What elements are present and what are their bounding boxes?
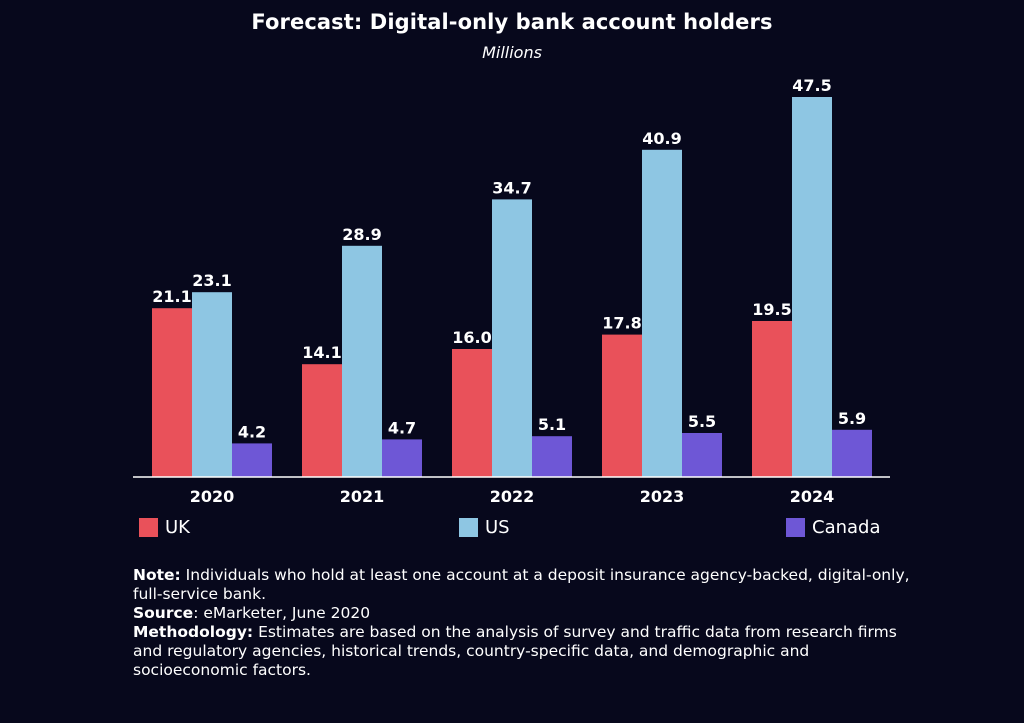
- bar-us-2021: [342, 245, 382, 477]
- source-line: Source: eMarketer, June 2020: [133, 604, 913, 623]
- bar-canada-2024: [832, 429, 872, 477]
- source-label: Source: [133, 604, 194, 622]
- methodology-text: Estimates are based on the analysis of s…: [133, 623, 897, 679]
- bar-us-2024: [792, 97, 832, 477]
- bar-uk-2024: [752, 321, 792, 477]
- legend-item-us: US: [459, 515, 510, 539]
- note-line: Note: Individuals who hold at least one …: [133, 566, 913, 604]
- legend-label-uk: UK: [165, 516, 190, 538]
- bar-chart: 21.123.1 4.2 2020 14.1 28.9 4.7 2021 16.0 34.7 5.…: [133, 76, 890, 506]
- data-label-uk-2020: 21.1: [152, 287, 191, 306]
- note-label: Note:: [133, 566, 181, 584]
- data-label-uk-2021: 14.1: [302, 343, 341, 362]
- x-tick-label-2023: 2023: [640, 487, 685, 506]
- x-tick-label-2021: 2021: [340, 487, 385, 506]
- chart-notes: Note: Individuals who hold at least one …: [133, 566, 913, 680]
- note-text: Individuals who hold at least one accoun…: [133, 566, 910, 603]
- legend-item-uk: UK: [139, 515, 190, 539]
- chart-title: Forecast: Digital-only bank account hold…: [251, 10, 773, 34]
- bar-us-2023: [642, 149, 682, 478]
- bar-us-2020: [192, 292, 232, 477]
- chart-subtitle: Millions: [482, 43, 542, 62]
- data-label-uk-2023: 17.8: [602, 314, 641, 333]
- bar-canada-2020: [232, 443, 272, 477]
- data-label-us-2024: 47.5: [792, 76, 831, 95]
- data-label-us-2021: 28.9: [342, 225, 381, 244]
- legend-label-us: US: [485, 516, 510, 538]
- bar-us-2022: [492, 199, 532, 477]
- legend-swatch-canada: [786, 517, 805, 537]
- bar-uk-2021: [302, 364, 342, 477]
- data-label-us-2022: 34.7: [492, 178, 531, 197]
- data-label-uk-2024: 19.5: [752, 300, 791, 319]
- data-label-canada-2022: 5.1: [538, 415, 566, 434]
- bar-uk-2023: [602, 334, 642, 477]
- bar-uk-2020: [152, 308, 192, 477]
- methodology-line: Methodology: Estimates are based on the …: [133, 623, 913, 680]
- x-tick-label-2024: 2024: [790, 487, 835, 506]
- bar-canada-2023: [682, 433, 722, 477]
- x-tick-label-2022: 2022: [490, 487, 535, 506]
- legend-swatch-us: [459, 517, 478, 537]
- legend-label-canada: Canada: [812, 516, 881, 538]
- data-label-canada-2021: 4.7: [388, 418, 416, 437]
- data-label-us-2020: 23.1: [192, 271, 231, 290]
- bar-canada-2021: [382, 439, 422, 477]
- data-label-canada-2023: 5.5: [688, 412, 716, 431]
- bar-uk-2022: [452, 349, 492, 477]
- data-label-canada-2020: 4.2: [238, 422, 266, 441]
- x-tick-label-2020: 2020: [190, 487, 235, 506]
- data-label-uk-2022: 16.0: [452, 328, 491, 347]
- legend-item-canada: Canada: [786, 515, 881, 539]
- legend-swatch-uk: [139, 517, 158, 537]
- methodology-label: Methodology:: [133, 623, 254, 641]
- source-text: : eMarketer, June 2020: [193, 604, 371, 622]
- data-label-us-2023: 40.9: [642, 129, 681, 148]
- data-label-canada-2024: 5.9: [838, 409, 866, 428]
- bar-canada-2022: [532, 436, 572, 477]
